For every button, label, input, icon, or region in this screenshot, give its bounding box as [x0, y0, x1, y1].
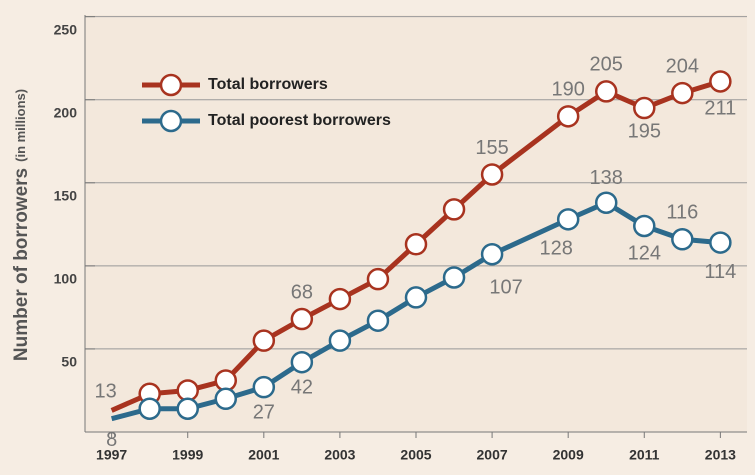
point-marker: [594, 191, 618, 214]
point-marker: [176, 397, 199, 420]
point-marker: [252, 375, 276, 399]
x-tick-label: 1999: [172, 447, 203, 463]
legend-label: Total borrowers: [208, 76, 328, 93]
legend-marker: [159, 109, 183, 133]
x-tick-label: 2011: [629, 447, 660, 463]
data-label: 42: [291, 377, 313, 399]
point-marker: [709, 70, 732, 93]
point-marker: [404, 233, 428, 256]
x-tick-label: 1997: [96, 447, 127, 463]
x-tick-label: 2003: [324, 447, 355, 463]
data-label: 128: [539, 238, 572, 260]
point-marker: [328, 329, 352, 352]
y-tick-label: 150: [54, 187, 78, 203]
data-label: 8: [106, 429, 117, 451]
x-tick-label: 2007: [477, 447, 508, 463]
y-axis-label-main: Number of borrowers: [11, 168, 32, 361]
data-label: 13: [95, 381, 117, 403]
x-tick-label: 2009: [553, 447, 584, 463]
point-marker: [671, 81, 694, 105]
point-marker: [633, 214, 656, 238]
data-label: 190: [551, 79, 584, 101]
point-marker: [404, 286, 428, 309]
point-marker: [214, 369, 238, 392]
point-marker: [290, 307, 314, 331]
data-label: 195: [628, 120, 661, 142]
point-marker: [290, 350, 314, 374]
point-marker: [328, 287, 352, 311]
data-label: 27: [253, 401, 275, 423]
point-marker: [633, 96, 656, 120]
point-marker: [709, 231, 732, 254]
data-label: 107: [489, 277, 522, 299]
point-marker: [138, 397, 161, 420]
y-tick-label: 100: [54, 271, 78, 287]
point-marker: [214, 387, 238, 411]
point-marker: [366, 267, 390, 291]
x-tick-label: 2001: [248, 447, 279, 463]
data-label: 124: [628, 242, 661, 264]
y-axis-label: Number of borrowers (in millions): [11, 89, 32, 361]
legend-label: Total poorest borrowers: [208, 112, 391, 129]
point-marker: [252, 329, 276, 352]
data-label: 138: [590, 167, 623, 189]
data-label: 114: [704, 261, 736, 283]
point-marker: [594, 80, 618, 103]
point-marker: [556, 208, 580, 231]
point-marker: [442, 198, 466, 221]
point-marker: [556, 105, 580, 128]
data-label: 68: [291, 281, 313, 303]
data-label: 204: [666, 55, 699, 77]
data-label: 155: [475, 137, 508, 159]
y-axis-label-unit: (in millions): [13, 89, 28, 162]
x-tick-label: 2005: [400, 447, 431, 463]
point-marker: [442, 266, 466, 289]
series-line: [110, 199, 721, 422]
point-marker: [366, 309, 390, 332]
point-marker: [176, 379, 199, 402]
y-tick-label: 250: [54, 21, 78, 37]
point-marker: [671, 228, 694, 251]
point-marker: [480, 163, 504, 186]
y-tick-label: 50: [61, 354, 77, 370]
data-label: 116: [666, 202, 698, 224]
y-tick-label: 200: [54, 104, 78, 120]
series-line: [110, 79, 722, 413]
legend-marker: [159, 73, 183, 97]
x-tick-label: 2013: [705, 447, 736, 463]
point-marker: [480, 242, 504, 266]
data-label: 211: [704, 98, 736, 120]
data-label: 205: [590, 54, 623, 76]
